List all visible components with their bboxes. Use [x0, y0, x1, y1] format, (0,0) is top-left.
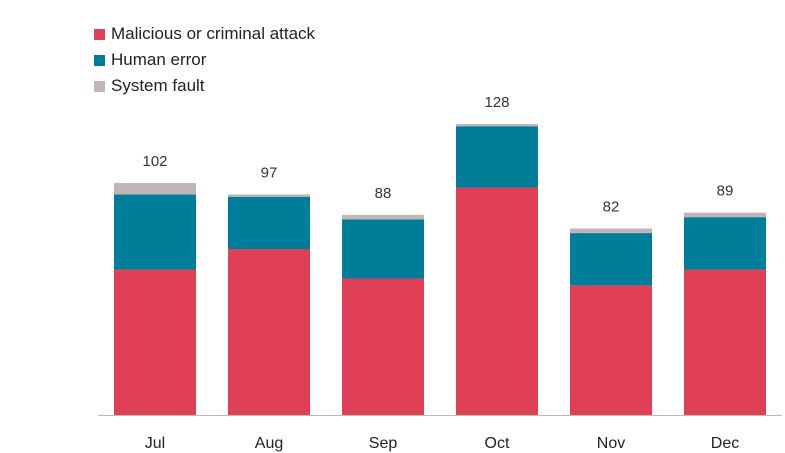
legend-item-system-fault: System fault [94, 73, 315, 99]
x-tick-label-nov: Nov [597, 435, 625, 452]
total-label-jul: 102 [142, 153, 167, 170]
bar-segment-nov-system-fault [570, 228, 652, 234]
bar-segment-jul-system-fault [114, 183, 196, 195]
bar-segment-dec-malicious [684, 269, 766, 415]
bar-segment-aug-human-error [228, 196, 310, 249]
bar-segment-nov-human-error [570, 233, 652, 286]
bar-segment-jul-human-error [114, 194, 196, 270]
bar-segment-sep-system-fault [342, 214, 424, 220]
legend-item-malicious: Malicious or criminal attack [94, 21, 315, 47]
legend-swatch-malicious [94, 28, 105, 40]
legend-swatch-human-error [94, 54, 105, 66]
bar-segment-oct-system-fault [456, 123, 538, 127]
bar-segment-nov-malicious [570, 285, 652, 415]
total-label-aug: 97 [261, 164, 278, 181]
x-tick-label-sep: Sep [369, 435, 398, 452]
legend: Malicious or criminal attack Human error… [94, 21, 315, 99]
x-tick-label-jul: Jul [145, 435, 165, 452]
legend-item-human-error: Human error [94, 47, 315, 73]
legend-label-malicious: Malicious or criminal attack [111, 24, 316, 43]
bar-segment-dec-human-error [684, 217, 766, 270]
legend-label-human-error: Human error [111, 50, 207, 69]
bar-segment-sep-malicious [342, 278, 424, 415]
bar-segment-sep-human-error [342, 219, 424, 279]
bar-segment-jul-malicious [114, 269, 196, 415]
bar-segment-oct-human-error [456, 126, 538, 188]
x-tick-label-aug: Aug [255, 435, 283, 452]
bar-segment-aug-system-fault [228, 194, 310, 197]
total-label-oct: 128 [484, 94, 509, 111]
total-label-nov: 82 [603, 199, 620, 216]
x-tick-label-dec: Dec [711, 435, 739, 452]
x-tick-label-oct: Oct [485, 435, 510, 452]
bar-segment-dec-system-fault [684, 212, 766, 218]
total-label-dec: 89 [717, 183, 734, 200]
legend-swatch-system-fault [94, 80, 105, 92]
total-label-sep: 88 [375, 185, 392, 202]
legend-label-system-fault: System fault [111, 76, 205, 95]
bar-segment-aug-malicious [228, 248, 310, 415]
bar-segment-oct-malicious [456, 187, 538, 415]
